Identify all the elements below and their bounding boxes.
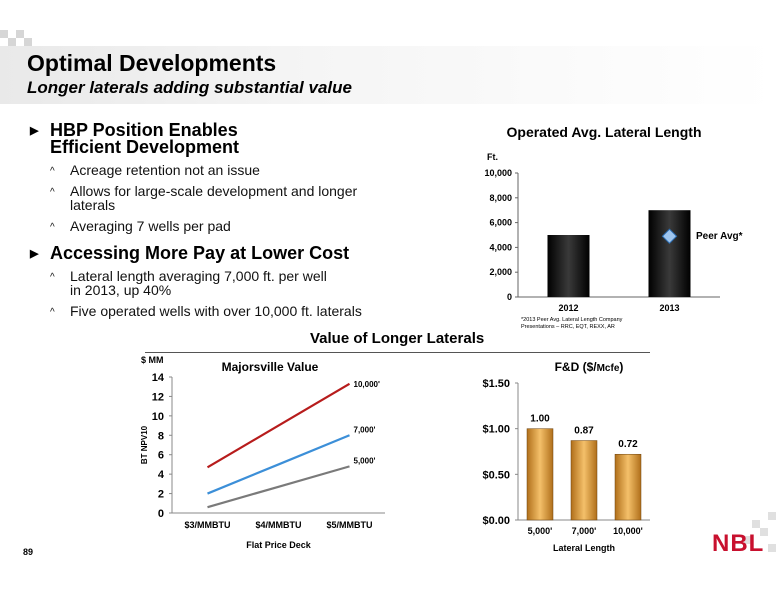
bullet-list: HBP Position Enables Efficient Developme… xyxy=(30,121,410,319)
x-tick-label: 10,000' xyxy=(613,526,643,536)
x-tick-label: 5,000' xyxy=(528,526,553,536)
sub-bullet: ^ Five operated wells with over 10,000 ft… xyxy=(50,303,362,319)
y-tick-label: 8,000 xyxy=(489,193,512,203)
page-title: Optimal Developments xyxy=(27,50,277,76)
x-tick-label: 2013 xyxy=(659,303,679,313)
y-tick-label: 10 xyxy=(152,411,164,423)
x-tick-label: $5/MMBTU xyxy=(326,520,372,530)
title-band xyxy=(0,46,776,104)
chart-title: F&D ($/Mcfe) xyxy=(555,360,624,374)
chart-title: Majorsville Value xyxy=(222,360,319,374)
y-tick-label: 2 xyxy=(158,489,164,501)
footnote: Presentations – RRC, EQT, REXX, AR xyxy=(521,324,615,330)
y-tick-label: $1.00 xyxy=(482,424,510,436)
data-label: 0.87 xyxy=(574,426,594,437)
bar xyxy=(547,235,590,297)
series-line xyxy=(206,382,351,469)
series-label: 7,000' xyxy=(354,425,376,434)
series-label: 5,000' xyxy=(354,456,376,465)
sub-bullet: ^ Lateral length averaging 7,000 ft. per … xyxy=(50,268,327,298)
y-tick-label: 6,000 xyxy=(489,218,512,228)
corner-pattern xyxy=(716,510,776,600)
series-label: 10,000' xyxy=(354,380,380,389)
bullet-marker-icon: ^ xyxy=(50,166,55,177)
x-axis-label: Lateral Length xyxy=(553,543,615,553)
y-axis-label: BT NPV10 xyxy=(140,425,149,464)
y-tick-label: 10,000 xyxy=(484,168,512,178)
y-tick-label: 4 xyxy=(158,469,165,481)
sub-bullet: ^ Acreage retention not an issue xyxy=(50,162,260,178)
sub-bullet: ^ Allows for large-scale development and … xyxy=(50,183,358,213)
y-tick-label: $0.00 xyxy=(482,515,510,527)
y-tick-label: 0 xyxy=(507,292,512,302)
y-tick-label: 14 xyxy=(152,372,165,384)
y-tick-label: 8 xyxy=(158,430,164,442)
bullet-heading: HBP Position Enables Efficient Developme… xyxy=(30,121,410,156)
bullet-heading: Accessing More Pay at Lower Cost xyxy=(30,244,410,263)
x-tick-label: 2012 xyxy=(558,303,578,313)
bar xyxy=(614,453,642,521)
y-tick-label: 0 xyxy=(158,508,164,520)
series-line xyxy=(207,434,350,495)
x-tick-label: $4/MMBTU xyxy=(255,520,301,530)
bullet-marker-icon: ^ xyxy=(50,307,55,318)
company-logo: NBL xyxy=(712,530,765,557)
y-tick-label: 6 xyxy=(158,450,164,462)
chart-title: Operated Avg. Lateral Length xyxy=(507,124,702,140)
data-label: 0.72 xyxy=(618,439,638,450)
y-tick-label: $0.50 xyxy=(482,469,510,481)
x-axis-label: Flat Price Deck xyxy=(246,540,312,550)
section-divider xyxy=(145,352,650,353)
page-subtitle: Longer laterals adding substantial value xyxy=(27,78,352,97)
section-title: Value of Longer Laterals xyxy=(310,330,485,347)
bullet-marker-icon: ^ xyxy=(50,222,55,233)
x-tick-label: $3/MMBTU xyxy=(184,520,230,530)
page-number: 89 xyxy=(23,547,34,557)
bar xyxy=(526,428,554,521)
y-tick-label: 4,000 xyxy=(489,242,512,252)
marker-label: Peer Avg* xyxy=(696,231,743,242)
bar xyxy=(648,210,691,297)
bar xyxy=(570,440,598,521)
y-tick-label: $1.50 xyxy=(482,378,510,390)
footnote: *2013 Peer Avg. Lateral Length Company xyxy=(521,317,623,323)
peer-avg-marker xyxy=(661,228,678,245)
x-tick-label: 7,000' xyxy=(572,526,597,536)
y-axis-unit: Ft. xyxy=(487,152,498,162)
data-label: 1.00 xyxy=(530,414,550,425)
series-line xyxy=(207,465,350,509)
y-tick-label: 2,000 xyxy=(489,267,512,277)
y-tick-label: 12 xyxy=(152,391,164,403)
sub-bullet: ^ Averaging 7 wells per pad xyxy=(50,218,231,234)
bullet-marker-icon: ^ xyxy=(50,272,55,283)
y-axis-unit: $ MM xyxy=(141,355,164,365)
bullet-marker-icon: ^ xyxy=(50,187,55,198)
